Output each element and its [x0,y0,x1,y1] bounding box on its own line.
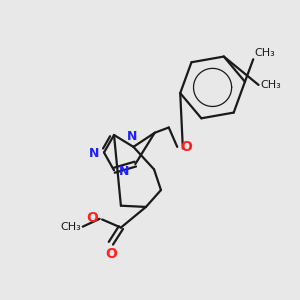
Text: CH₃: CH₃ [60,222,81,232]
Text: N: N [89,147,99,160]
Text: N: N [127,130,137,143]
Text: CH₃: CH₃ [260,80,281,90]
Text: CH₃: CH₃ [255,48,276,58]
Text: O: O [86,211,98,225]
Text: O: O [180,140,192,154]
Text: N: N [118,165,129,178]
Text: O: O [105,247,117,261]
